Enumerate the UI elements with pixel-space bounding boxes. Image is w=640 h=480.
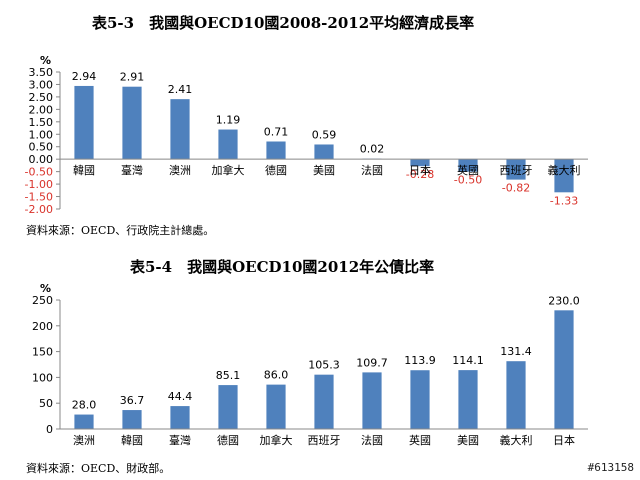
chart2-category-label-1: 韓國 bbox=[121, 434, 143, 447]
chart1-category-label-4: 德國 bbox=[265, 163, 287, 177]
chart1-category-label-5: 美國 bbox=[313, 164, 335, 177]
chart2-category-label-3: 德國 bbox=[217, 433, 239, 447]
chart2-value-label-5: 105.3 bbox=[308, 359, 340, 372]
chart2-y-unit-label: % bbox=[40, 282, 51, 295]
image-id-watermark: #613158 bbox=[587, 461, 634, 474]
chart1-bar-10 bbox=[554, 159, 574, 193]
chart2-category-label-0: 澳洲 bbox=[73, 434, 95, 447]
chart2-category-label-5: 西班牙 bbox=[308, 434, 341, 447]
chart1-y-unit-label: % bbox=[40, 54, 51, 67]
chart2-bar-5 bbox=[314, 374, 334, 429]
chart2-y-tick-label: 100 bbox=[32, 371, 53, 384]
chart1-y-tick-label: -2.00 bbox=[25, 203, 53, 216]
chart2-bar-1 bbox=[122, 410, 142, 429]
chart2-value-label-6: 109.7 bbox=[356, 356, 388, 369]
chart1-value-label-8: -0.50 bbox=[454, 174, 482, 187]
chart1-category-label-8: 英國 bbox=[457, 163, 479, 177]
chart1-bar-1 bbox=[122, 86, 142, 160]
chart1-category-label-7: 日本 bbox=[409, 163, 431, 177]
chart2-y-tick-label: 250 bbox=[32, 294, 53, 307]
chart1-y-tick-label: 3.00 bbox=[29, 78, 54, 91]
chart1-category-label-2: 澳洲 bbox=[169, 164, 191, 177]
chart1-bar-0 bbox=[74, 85, 94, 160]
chart1-title: 表5-3 我國與OECD10國2008-2012平均經濟成長率 bbox=[92, 14, 475, 32]
chart2-category-label-7: 英國 bbox=[409, 433, 431, 447]
chart2-value-label-1: 36.7 bbox=[120, 394, 145, 407]
chart2-bar-7 bbox=[410, 370, 430, 429]
chart1-value-label-9: -0.82 bbox=[502, 182, 530, 195]
chart1-value-label-7: -0.28 bbox=[406, 168, 434, 181]
chart2-y-tick-label: 0 bbox=[46, 423, 53, 436]
chart1-value-label-4: 0.71 bbox=[264, 125, 289, 138]
chart1-category-label-3: 加拿大 bbox=[212, 163, 245, 177]
chart1-bar-9 bbox=[506, 159, 526, 180]
chart1-y-tick-label: 3.50 bbox=[29, 66, 54, 79]
chart1-value-label-5: 0.59 bbox=[312, 128, 337, 141]
chart2-bar-8 bbox=[458, 370, 478, 429]
chart2-category-label-4: 加拿大 bbox=[260, 433, 293, 447]
chart2-y-tick-label: 150 bbox=[32, 346, 53, 359]
chart1-y-tick-label: 2.50 bbox=[29, 91, 54, 104]
chart2-value-label-4: 86.0 bbox=[264, 369, 289, 382]
chart1-y-tick-label: 0.50 bbox=[29, 141, 54, 154]
chart1-y-tick-label: 0.00 bbox=[29, 153, 54, 166]
chart1-category-label-0: 韓國 bbox=[73, 164, 95, 177]
chart1-value-label-1: 2.91 bbox=[120, 71, 145, 84]
chart2-category-label-2: 臺灣 bbox=[169, 433, 191, 447]
chart2-value-label-9: 131.4 bbox=[500, 345, 532, 358]
chart2-y-tick-label: 200 bbox=[32, 320, 53, 333]
chart1-y-tick-label: 1.50 bbox=[29, 116, 54, 129]
chart1-bar-2 bbox=[170, 99, 190, 160]
chart2-value-label-3: 85.1 bbox=[216, 369, 241, 382]
chart1-value-label-2: 2.41 bbox=[168, 83, 193, 96]
chart2-bar-2 bbox=[170, 406, 190, 429]
chart1-bar-4 bbox=[266, 141, 286, 160]
chart2-bar-10 bbox=[554, 310, 574, 429]
chart1-y-tick-label: 1.00 bbox=[29, 128, 54, 141]
chart2-value-label-8: 114.1 bbox=[452, 354, 484, 367]
chart1-y-tick-label: -0.50 bbox=[25, 166, 53, 179]
chart2-bar-9 bbox=[506, 361, 526, 429]
chart1-bar-3 bbox=[218, 129, 238, 160]
chart1-category-label-9: 西班牙 bbox=[500, 164, 533, 177]
chart1-value-label-0: 2.94 bbox=[72, 70, 97, 83]
chart1-value-label-6: 0.02 bbox=[360, 143, 385, 156]
chart2-category-label-6: 法國 bbox=[361, 433, 383, 447]
chart1-category-label-10: 義大利 bbox=[548, 163, 581, 177]
chart1-value-label-10: -1.33 bbox=[550, 194, 578, 207]
chart1-bar-7 bbox=[410, 159, 430, 167]
chart2-bar-6 bbox=[362, 372, 382, 429]
chart2-source: 資料來源：OECD、財政部。 bbox=[26, 462, 171, 475]
chart1-category-label-6: 法國 bbox=[361, 163, 383, 177]
chart1-bar-5 bbox=[314, 144, 334, 160]
chart2-value-label-7: 113.9 bbox=[404, 354, 436, 367]
chart1-category-label-1: 臺灣 bbox=[121, 163, 143, 177]
growth-rate-chart: %3.503.002.502.001.501.000.500.00-0.50-1… bbox=[25, 54, 588, 216]
chart2-bar-0 bbox=[74, 414, 94, 429]
chart2-category-label-10: 日本 bbox=[553, 433, 575, 447]
chart2-y-tick-label: 50 bbox=[39, 397, 53, 410]
chart2-category-label-9: 義大利 bbox=[500, 433, 533, 447]
chart2-category-label-8: 美國 bbox=[457, 434, 479, 447]
chart1-source: 資料來源：OECD、行政院主計總處。 bbox=[26, 224, 215, 237]
chart2-title: 表5-4 我國與OECD10國2012年公債比率 bbox=[130, 258, 435, 276]
chart2-value-label-2: 44.4 bbox=[168, 390, 193, 403]
public-debt-chart: %250 200 150 100 50 0 28.0 澳洲 36.7 韓國 44.4 臺灣 85.1 德國… bbox=[32, 282, 588, 447]
chart1-value-label-3: 1.19 bbox=[216, 114, 241, 127]
chart2-value-label-0: 28.0 bbox=[72, 399, 97, 412]
chart2-bar-4 bbox=[266, 384, 286, 429]
chart2-value-label-10: 230.0 bbox=[548, 294, 580, 307]
chart1-y-tick-label: -1.00 bbox=[25, 178, 53, 191]
chart2-bar-3 bbox=[218, 385, 238, 429]
chart1-y-tick-label: -1.50 bbox=[25, 191, 53, 204]
chart1-bar-8 bbox=[458, 159, 478, 172]
chart1-y-tick-label: 2.00 bbox=[29, 103, 54, 116]
